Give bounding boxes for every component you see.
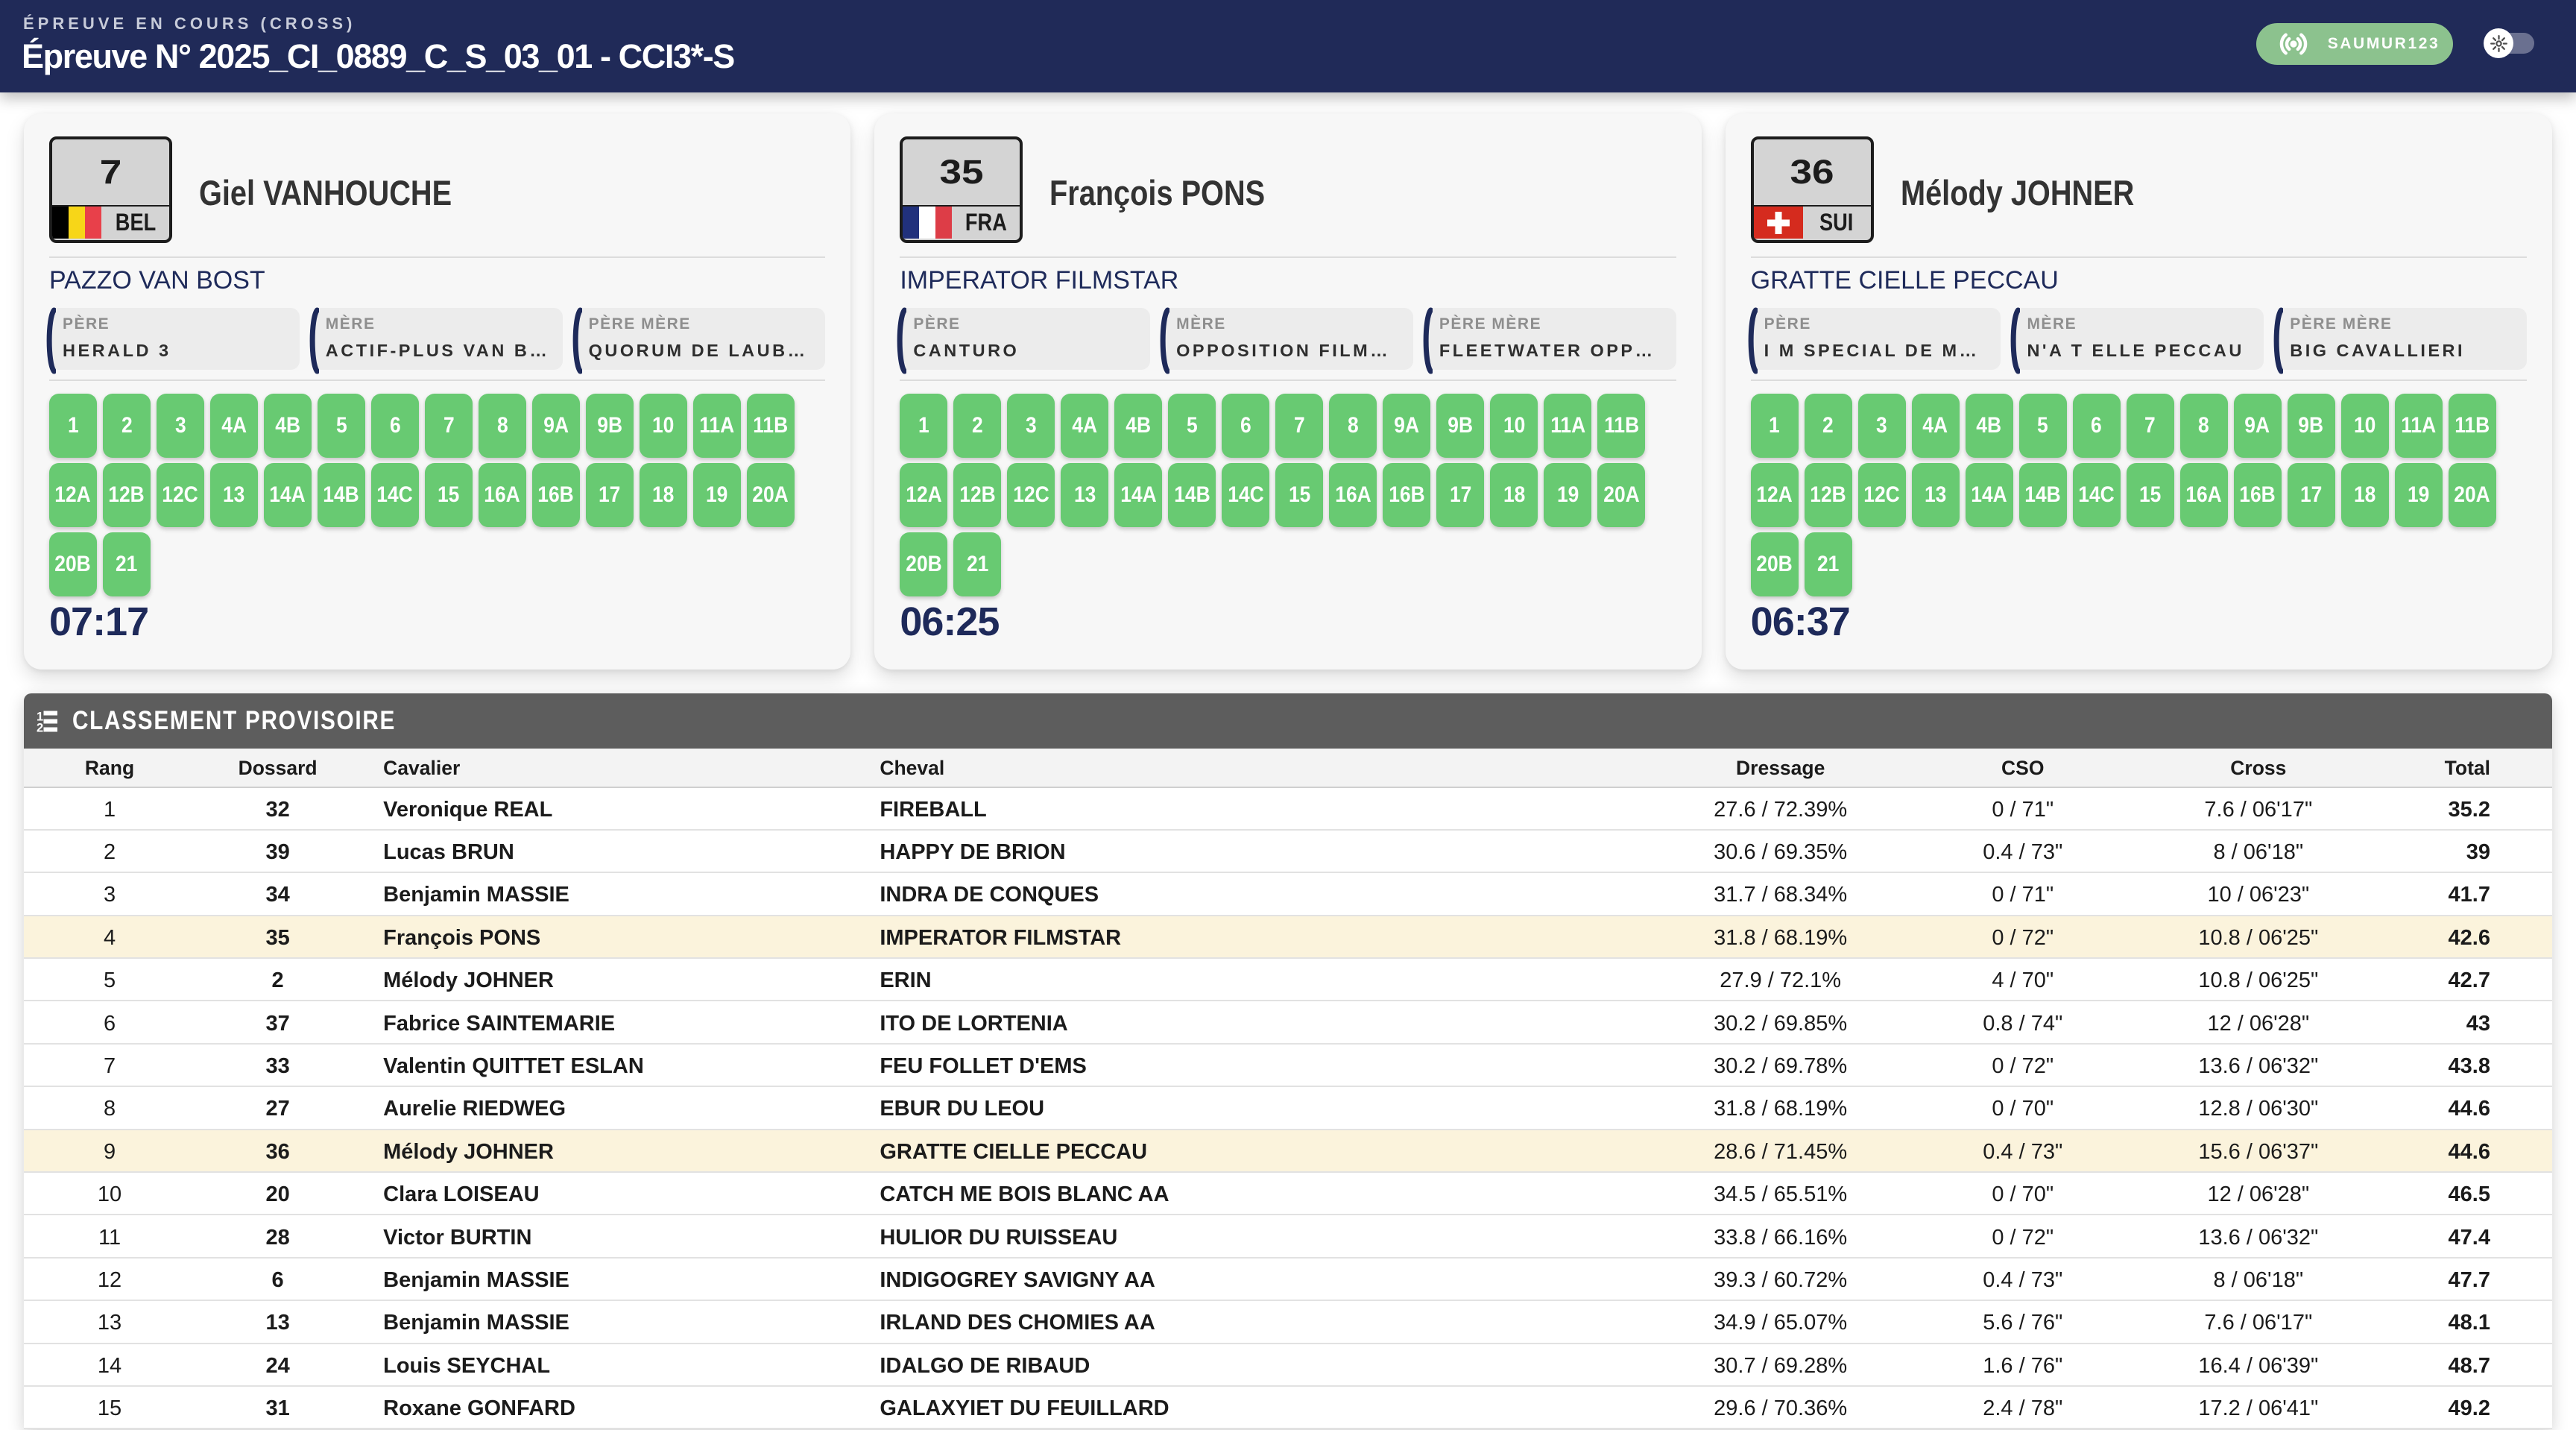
svg-text:2: 2 bbox=[37, 721, 43, 732]
svg-text:1: 1 bbox=[37, 711, 43, 724]
